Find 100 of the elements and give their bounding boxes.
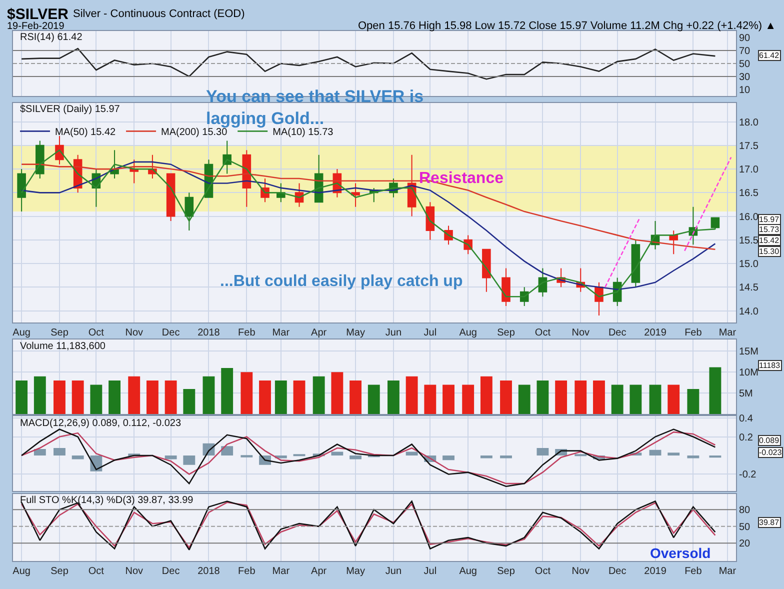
bar	[90, 384, 102, 414]
y-tick-label: 0.2	[739, 432, 754, 444]
bar	[406, 452, 418, 456]
x-tick-label: Nov	[125, 566, 144, 577]
x-tick-label: Feb	[684, 328, 702, 339]
text: 15.97	[759, 215, 780, 224]
chart-title: MACD(12,26,9) 0.089, 0.112, -0.023	[20, 418, 182, 429]
bar	[424, 384, 436, 414]
bar	[593, 380, 605, 414]
x-tick-label: Jul	[424, 566, 437, 577]
x-tick-label: Oct	[88, 328, 104, 339]
x-tick-label: Sep	[50, 328, 69, 339]
bar	[709, 367, 722, 414]
bar	[331, 452, 344, 456]
chart-title: Full STO %K(14,3) %D(3) 39.87, 33.99	[20, 495, 194, 506]
y-tick-label: 70	[739, 46, 751, 57]
bar	[630, 384, 642, 414]
y-tick-label: 50	[739, 58, 751, 70]
bar	[687, 455, 700, 458]
y-tick-label: 30	[739, 72, 751, 83]
bar	[388, 380, 400, 414]
bar	[536, 448, 549, 456]
x-tick-label: Aug	[459, 328, 477, 339]
legend-label: MA(10) 15.73	[272, 127, 334, 138]
bar	[293, 380, 306, 414]
x-tick-label: Mar	[718, 566, 737, 577]
x-tick-label: Feb	[684, 566, 702, 577]
bar	[202, 376, 215, 414]
text: $SILVER	[7, 6, 69, 23]
bar	[240, 372, 253, 414]
bar	[649, 450, 662, 456]
bar	[54, 380, 66, 414]
x-tick-label: Aug	[12, 566, 30, 577]
x-tick-label: Sep	[497, 566, 516, 577]
y-tick-label: 14.0	[739, 306, 759, 318]
x-tick-label: 2018	[198, 566, 220, 577]
x-tick-label: May	[346, 566, 365, 577]
text: -0.023	[759, 448, 782, 457]
bar	[442, 384, 454, 414]
bar	[72, 380, 84, 414]
bar	[611, 384, 624, 414]
bar	[350, 455, 362, 460]
bar	[500, 455, 512, 458]
bar	[108, 380, 120, 414]
x-tick-label: Feb	[238, 328, 256, 339]
x-tick-label: Dec	[162, 566, 180, 577]
bar	[128, 376, 140, 414]
x-tick-label: Oct	[88, 566, 104, 577]
bar	[72, 455, 84, 460]
chart-title: $SILVER (Daily) 15.97	[20, 104, 120, 115]
bar	[274, 380, 287, 414]
x-tick-label: Sep	[497, 328, 516, 339]
legend-label: MA(200) 15.30	[161, 127, 228, 138]
bar	[480, 455, 492, 458]
x-tick-label: 2018	[198, 328, 220, 339]
candlestick	[130, 159, 139, 184]
y-tick-label: 5M	[739, 388, 753, 400]
line-series	[20, 164, 716, 250]
x-tick-label: Mar	[272, 328, 290, 339]
bar	[259, 380, 271, 414]
bar	[183, 455, 196, 465]
x-tick-label: Sep	[50, 566, 69, 577]
bar	[687, 388, 700, 414]
bar	[164, 380, 177, 414]
x-tick-label: Nov	[572, 328, 590, 339]
x-tick-label: Jul	[424, 328, 437, 339]
bar	[536, 380, 549, 414]
bar	[480, 376, 492, 414]
bar	[312, 376, 325, 414]
bar	[331, 372, 344, 414]
x-tick-label: Aug	[12, 328, 30, 339]
y-tick-label: 50	[739, 522, 751, 533]
y-tick-label: 10	[739, 85, 751, 96]
text: 61.42	[759, 51, 780, 60]
y-tick-label: 14.5	[739, 282, 759, 294]
text: 39.87	[759, 518, 780, 527]
text: 11183	[759, 361, 781, 370]
x-tick-label: Nov	[572, 566, 590, 577]
bar	[34, 448, 46, 456]
y-tick-label: -0.2	[739, 470, 757, 481]
text: 15.73	[759, 225, 780, 234]
bar	[442, 455, 454, 460]
bar	[574, 380, 587, 414]
text: 15.42	[759, 236, 780, 245]
bar	[668, 452, 680, 456]
candlestick	[482, 248, 491, 292]
candlestick	[502, 268, 510, 307]
y-tick-label: 15M	[739, 346, 758, 358]
bar	[164, 455, 177, 460]
band-label: Resistance	[419, 170, 504, 187]
bar	[649, 384, 662, 414]
bar	[406, 376, 418, 414]
x-tick-label: Oct	[534, 328, 551, 339]
annotation: Oversold	[650, 545, 711, 561]
bar	[183, 388, 196, 414]
bar	[555, 380, 568, 414]
candlestick	[538, 268, 548, 298]
bar	[16, 380, 28, 414]
x-tick-label: Jun	[385, 566, 402, 577]
x-tick-label: Jun	[385, 328, 402, 339]
